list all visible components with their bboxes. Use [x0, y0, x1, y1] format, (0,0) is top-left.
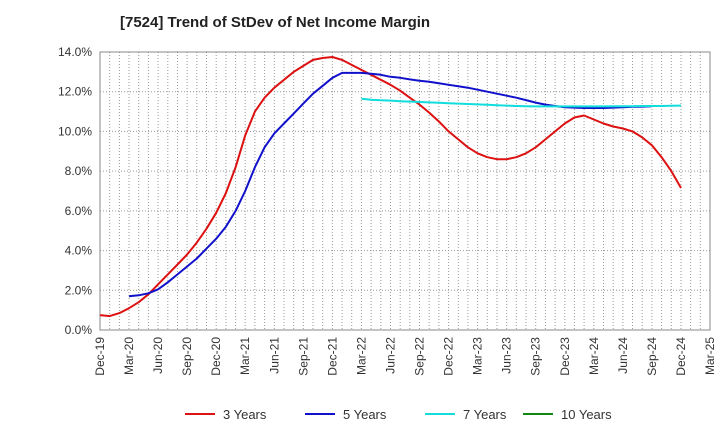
x-tick-label: Dec-23	[558, 337, 572, 376]
x-tick-label: Sep-23	[529, 337, 543, 376]
x-tick-label: Jun-20	[151, 337, 165, 374]
x-tick-label: Jun-24	[616, 337, 630, 374]
chart-title: [7524] Trend of StDev of Net Income Marg…	[120, 14, 431, 31]
y-tick-label: 0.0%	[65, 323, 93, 337]
horizontal-gridlines	[100, 51, 710, 291]
x-tick-label: Dec-20	[209, 337, 223, 376]
x-tick-label: Jun-22	[383, 337, 397, 374]
legend-label-10-years: 10 Years	[561, 407, 612, 422]
x-tick-label: Jun-23	[500, 337, 514, 374]
y-tick-label: 10.0%	[58, 124, 92, 138]
legend: 3 Years 5 Years 7 Years 10 Years	[185, 407, 612, 422]
x-tick-label: Mar-22	[354, 337, 368, 375]
x-tick-label: Sep-22	[413, 337, 427, 376]
x-tick-label: Dec-22	[442, 337, 456, 376]
x-tick-label: Dec-21	[325, 337, 339, 376]
legend-label-7-years: 7 Years	[463, 407, 507, 422]
y-tick-label: 12.0%	[58, 85, 92, 99]
x-tick-label: Sep-21	[296, 337, 310, 376]
x-tick-label: Mar-25	[703, 337, 717, 375]
vertical-gridlines	[109, 52, 711, 330]
x-tick-label: Dec-24	[674, 337, 688, 376]
y-tick-label: 4.0%	[65, 244, 93, 258]
legend-label-5-years: 5 Years	[343, 407, 387, 422]
legend-label-3-years: 3 Years	[223, 407, 267, 422]
x-tick-label: Mar-23	[471, 337, 485, 375]
x-tick-label: Dec-19	[93, 337, 107, 376]
y-tick-label: 2.0%	[65, 283, 93, 297]
x-tick-label: Mar-20	[122, 337, 136, 375]
y-tick-label: 6.0%	[65, 204, 93, 218]
x-tick-label: Sep-24	[645, 337, 659, 376]
x-tick-label: Jun-21	[267, 337, 281, 374]
x-tick-label: Mar-24	[587, 337, 601, 375]
plot-area-frame	[99, 51, 711, 331]
y-tick-label: 14.0%	[58, 45, 92, 59]
series-line-7-years	[361, 97, 682, 108]
y-tick-label: 8.0%	[65, 164, 93, 178]
series-line-3-years	[99, 56, 682, 318]
x-tick-label: Mar-21	[238, 337, 252, 375]
x-tick-label: Sep-20	[180, 337, 194, 376]
